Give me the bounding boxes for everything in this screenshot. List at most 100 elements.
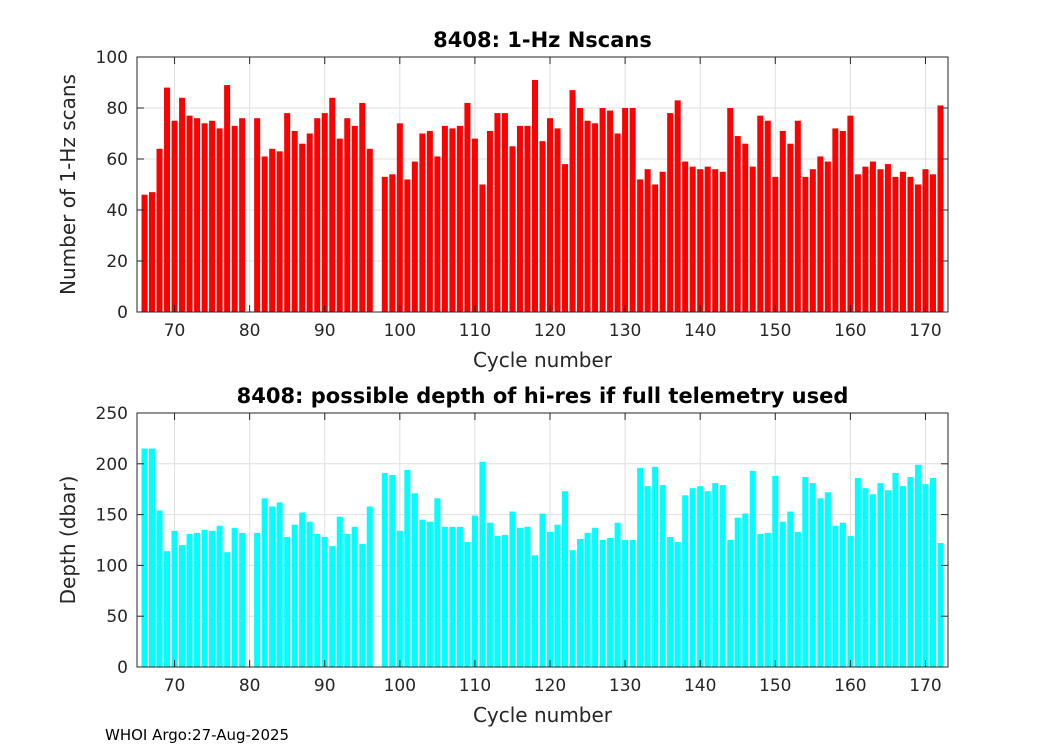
- c1-bar-cycle-84: [276, 151, 283, 312]
- c2-y-tick-label: 150: [96, 506, 128, 526]
- c1-y-tick-label: 60: [106, 150, 128, 170]
- c1-bar-cycle-99: [389, 174, 396, 312]
- c2-bar-cycle-95: [359, 544, 366, 667]
- c2-bar-cycle-70: [171, 530, 178, 667]
- c1-bar-cycle-66: [141, 194, 148, 312]
- c2-bar-cycle-157: [824, 492, 831, 667]
- c2-bar-cycle-145: [734, 517, 741, 667]
- c1-bar-cycle-172: [937, 105, 944, 312]
- c2-bar-cycle-87: [299, 512, 306, 667]
- c2-bar-cycle-155: [809, 483, 816, 667]
- c2-bar-cycle-92: [336, 516, 343, 667]
- c2-bar-cycle-123: [569, 550, 576, 667]
- c2-bar-cycle-143: [719, 485, 726, 667]
- c2-bar-cycle-68: [156, 510, 163, 667]
- c2-bar-cycle-134: [652, 466, 659, 667]
- c2-bar-cycle-133: [644, 486, 651, 667]
- c2-bar-cycle-149: [764, 532, 771, 667]
- c2-bar-cycle-128: [607, 537, 614, 667]
- c1-bar-cycle-125: [584, 120, 591, 312]
- c2-bar-cycle-75: [209, 530, 216, 667]
- c2-bar-cycle-137: [674, 542, 681, 667]
- c1-x-tick-label: 100: [384, 321, 416, 341]
- c1-x-tick-label: 140: [684, 321, 716, 341]
- c1-bar-cycle-153: [794, 120, 801, 312]
- c1-bar-cycle-78: [231, 125, 238, 312]
- c1-x-tick-label: 70: [164, 321, 186, 341]
- c1-bar-cycle-69: [164, 87, 171, 312]
- c2-bar-cycle-146: [742, 513, 749, 667]
- c1-x-tick-label: 160: [834, 321, 866, 341]
- c2-bar-cycle-119: [539, 513, 546, 667]
- c2-bar-cycle-86: [291, 524, 298, 667]
- c2-bar-cycle-91: [329, 546, 336, 667]
- c1-bar-cycle-149: [764, 120, 771, 312]
- c1-bar-cycle-157: [824, 161, 831, 312]
- c1-bar-cycle-156: [817, 156, 824, 312]
- footer-credit: WHOI Argo:27-Aug-2025: [105, 726, 290, 744]
- c1-bar-cycle-73: [194, 118, 201, 312]
- c2-bar-cycle-158: [832, 525, 839, 667]
- c1-bar-cycle-120: [547, 118, 554, 312]
- c2-bar-cycle-118: [531, 555, 538, 667]
- c2-bar-cycle-72: [186, 533, 193, 667]
- c1-y-tick-label: 0: [117, 303, 128, 323]
- c2-bar-cycle-99: [389, 474, 396, 667]
- c1-bar-cycle-106: [441, 125, 448, 312]
- c1-bar-cycle-141: [704, 166, 711, 312]
- c1-bar-cycle-150: [772, 176, 779, 312]
- c1-bar-cycle-114: [501, 113, 508, 312]
- c2-bar-cycle-94: [351, 526, 358, 667]
- c1-bar-cycle-128: [607, 110, 614, 312]
- c1-bar-cycle-146: [742, 143, 749, 312]
- c2-bar-cycle-116: [516, 527, 523, 667]
- c1-bar-cycle-75: [209, 120, 216, 312]
- c2-bar-cycle-140: [697, 486, 704, 667]
- c1-bar-cycle-91: [329, 97, 336, 312]
- c2-y-tick-label: 0: [117, 658, 128, 678]
- c2-x-axis-label: Cycle number: [473, 703, 613, 727]
- c1-bar-cycle-92: [336, 138, 343, 312]
- c2-bar-cycle-141: [704, 491, 711, 667]
- c1-y-tick-label: 40: [106, 201, 128, 221]
- c1-bar-cycle-121: [554, 128, 561, 312]
- c1-bar-cycle-79: [239, 118, 246, 312]
- c2-bar-cycle-83: [269, 506, 276, 667]
- c1-bar-cycle-154: [802, 176, 809, 312]
- c2-bar-cycle-93: [344, 533, 351, 667]
- c2-bar-cycle-169: [914, 464, 921, 667]
- c2-bar-cycle-69: [164, 551, 171, 667]
- c1-title: 8408: 1-Hz Nscans: [433, 28, 652, 52]
- c1-y-tick-label: 20: [106, 252, 128, 272]
- c2-bar-cycle-156: [817, 498, 824, 667]
- bottom-chart: 70 80 90 100 110 120 130 140 150 160 170 0 50 100 150 2…: [56, 384, 949, 727]
- c1-bar-cycle-129: [614, 133, 621, 312]
- c2-bar-cycle-114: [501, 534, 508, 667]
- c2-bar-cycle-129: [614, 522, 621, 667]
- c2-bar-cycle-160: [847, 535, 854, 667]
- c2-bar-cycle-161: [854, 478, 861, 667]
- c1-bar-cycle-140: [697, 169, 704, 312]
- c1-bar-cycle-164: [877, 169, 884, 312]
- c2-bar-cycle-172: [937, 543, 944, 667]
- c2-bar-cycle-96: [366, 506, 373, 667]
- c2-y-tick-label: 200: [96, 455, 128, 475]
- c2-x-tick-label: 80: [239, 676, 261, 696]
- c2-x-tick-label: 140: [684, 676, 716, 696]
- c1-bar-cycle-105: [434, 156, 441, 312]
- c2-bar-cycle-171: [929, 478, 936, 667]
- c1-bar-cycle-83: [269, 148, 276, 312]
- c2-x-tick-label: 160: [834, 676, 866, 696]
- c1-bar-cycle-161: [854, 174, 861, 312]
- c2-bar-cycle-168: [907, 477, 914, 667]
- c1-bar-cycle-123: [569, 90, 576, 313]
- c2-bar-cycle-103: [419, 519, 426, 667]
- c2-bar-cycle-120: [547, 531, 554, 667]
- c1-bar-cycle-81: [254, 118, 261, 312]
- c1-bar-cycle-159: [839, 130, 846, 312]
- c1-y-tick-label: 100: [96, 48, 128, 68]
- c2-bar-cycle-164: [877, 483, 884, 667]
- c2-bar-cycle-85: [284, 536, 291, 667]
- c2-y-tick-label: 100: [96, 556, 128, 576]
- c1-bar-cycle-101: [404, 179, 411, 312]
